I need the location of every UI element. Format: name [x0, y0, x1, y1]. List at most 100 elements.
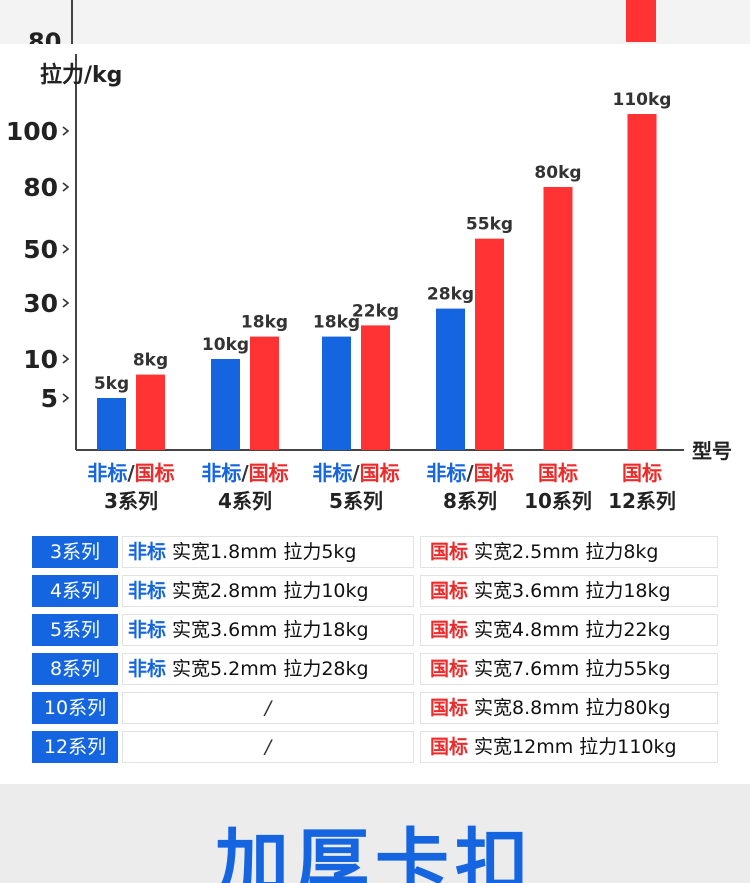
category-series-10系列: 10系列 — [524, 489, 592, 513]
spec-series-cell: 10系列 — [32, 692, 118, 724]
standard-spec-text: 实宽2.5mm 拉力8kg — [468, 541, 659, 563]
category-group-part-2: 国标 — [360, 461, 400, 485]
spec-series-cell: 4系列 — [32, 575, 118, 607]
bar-label-国标-10系列: 80kg — [534, 163, 581, 183]
spec-row: 10系列 / 国标 实宽8.8mm 拉力80kg — [32, 692, 720, 724]
category-group-8系列: 非标/国标 — [426, 461, 513, 485]
nonstandard-spec-text: 实宽5.2mm 拉力28kg — [166, 658, 369, 680]
category-group-part-1: / — [241, 461, 249, 485]
pull-force-chart: 拉力/kg型号5103050801005kg8kg非标/国标3系列10kg18k… — [6, 54, 732, 513]
spec-row: 12系列 / 国标 实宽12mm 拉力110kg — [32, 731, 720, 763]
spec-nonstandard-cell: 非标 实宽3.6mm 拉力18kg — [122, 614, 414, 646]
top-strip-cropped: 80 — [0, 0, 750, 48]
bar-国标-3系列 — [136, 374, 165, 450]
bar-非标-8系列 — [436, 308, 465, 450]
spec-nonstandard-cell: / — [122, 692, 414, 724]
bar-非标-5系列 — [322, 336, 351, 450]
category-group-part-1: / — [352, 461, 360, 485]
category-group-3系列: 非标/国标 — [87, 461, 174, 485]
footer-title: 加厚卡扣 — [215, 821, 535, 883]
spec-nonstandard-cell: 非标 实宽5.2mm 拉力28kg — [122, 653, 414, 685]
empty-slash: / — [264, 736, 272, 758]
category-group-part-2: 国标 — [622, 461, 662, 485]
y-tick-label-50: 50 — [23, 235, 58, 264]
spec-row: 4系列 非标 实宽2.8mm 拉力10kg 国标 实宽3.6mm 拉力18kg — [32, 575, 720, 607]
category-group-part-1: / — [466, 461, 474, 485]
standard-spec-text: 实宽4.8mm 拉力22kg — [468, 619, 671, 641]
standard-tag: 国标 — [430, 619, 469, 641]
bar-label-非标-3系列: 5kg — [94, 374, 129, 394]
spec-standard-cell: 国标 实宽4.8mm 拉力22kg — [420, 614, 718, 646]
bar-label-非标-8系列: 28kg — [427, 285, 474, 305]
category-series-3系列: 3系列 — [104, 489, 158, 513]
bar-非标-3系列 — [97, 398, 126, 450]
footer-banner: 加厚卡扣 — [0, 784, 750, 883]
category-group-5系列: 非标/国标 — [312, 461, 399, 485]
category-group-part-0: 非标 — [87, 461, 127, 485]
y-tick-arrow-5 — [62, 393, 70, 403]
bar-label-国标-12系列: 110kg — [613, 90, 672, 110]
nonstandard-tag: 非标 — [128, 658, 167, 680]
spec-standard-cell: 国标 实宽3.6mm 拉力18kg — [420, 575, 718, 607]
y-tick-arrow-30 — [62, 298, 70, 308]
x-axis-label: 型号 — [692, 439, 732, 463]
category-group-part-2: 国标 — [538, 461, 578, 485]
empty-slash: / — [264, 697, 272, 719]
y-tick-arrow-100 — [62, 126, 70, 136]
nonstandard-spec-text: 实宽1.8mm 拉力5kg — [166, 541, 357, 563]
spec-series-cell: 12系列 — [32, 731, 118, 763]
spec-standard-cell: 国标 实宽7.6mm 拉力55kg — [420, 653, 718, 685]
standard-tag: 国标 — [430, 541, 469, 563]
bar-label-国标-3系列: 8kg — [133, 351, 168, 371]
y-tick-arrow-10 — [62, 354, 70, 364]
spec-row: 8系列 非标 实宽5.2mm 拉力28kg 国标 实宽7.6mm 拉力55kg — [32, 653, 720, 685]
top-strip-svg: 80 — [28, 0, 656, 48]
bar-label-非标-5系列: 18kg — [313, 313, 360, 333]
category-group-12系列: 国标 — [622, 461, 662, 485]
bar-国标-5系列 — [361, 325, 390, 450]
bar-label-国标-8系列: 55kg — [466, 215, 513, 235]
standard-spec-text: 实宽12mm 拉力110kg — [468, 736, 677, 758]
standard-tag: 国标 — [430, 580, 469, 602]
y-tick-arrow-80 — [62, 182, 70, 192]
top-strip-tick-label: 80 — [28, 28, 61, 48]
standard-tag: 国标 — [430, 736, 469, 758]
category-series-12系列: 12系列 — [608, 489, 676, 513]
bar-label-国标-5系列: 22kg — [352, 301, 399, 321]
spec-row: 3系列 非标 实宽1.8mm 拉力5kg 国标 实宽2.5mm 拉力8kg — [32, 536, 720, 568]
bar-国标-10系列 — [543, 187, 573, 450]
bar-label-国标-4系列: 18kg — [241, 313, 288, 333]
spec-standard-cell: 国标 实宽8.8mm 拉力80kg — [420, 692, 718, 724]
spec-nonstandard-cell: 非标 实宽1.8mm 拉力5kg — [122, 536, 414, 568]
spec-row: 5系列 非标 实宽3.6mm 拉力18kg 国标 实宽4.8mm 拉力22kg — [32, 614, 720, 646]
bar-label-非标-4系列: 10kg — [202, 335, 249, 355]
category-group-part-0: 非标 — [426, 461, 466, 485]
y-tick-label-10: 10 — [23, 345, 58, 374]
spec-nonstandard-cell: 非标 实宽2.8mm 拉力10kg — [122, 575, 414, 607]
category-group-part-0: 非标 — [201, 461, 241, 485]
category-series-8系列: 8系列 — [443, 489, 497, 513]
standard-spec-text: 实宽3.6mm 拉力18kg — [468, 580, 671, 602]
spec-nonstandard-cell: / — [122, 731, 414, 763]
category-series-5系列: 5系列 — [329, 489, 383, 513]
category-group-4系列: 非标/国标 — [201, 461, 288, 485]
standard-tag: 国标 — [430, 658, 469, 680]
nonstandard-tag: 非标 — [128, 580, 167, 602]
standard-spec-text: 实宽8.8mm 拉力80kg — [468, 697, 671, 719]
nonstandard-tag: 非标 — [128, 541, 167, 563]
y-tick-label-5: 5 — [41, 384, 58, 413]
category-series-4系列: 4系列 — [218, 489, 272, 513]
bar-非标-4系列 — [211, 359, 240, 450]
y-tick-label-30: 30 — [23, 289, 58, 318]
bar-国标-12系列 — [627, 114, 657, 450]
y-tick-label-100: 100 — [6, 117, 58, 146]
bar-国标-8系列 — [475, 238, 504, 450]
y-tick-arrow-50 — [62, 244, 70, 254]
category-group-10系列: 国标 — [538, 461, 578, 485]
nonstandard-spec-text: 实宽3.6mm 拉力18kg — [166, 619, 369, 641]
y-tick-label-80: 80 — [23, 173, 58, 202]
category-group-part-2: 国标 — [474, 461, 514, 485]
spec-series-cell: 5系列 — [32, 614, 118, 646]
top-strip-bar — [626, 0, 656, 42]
spec-series-cell: 3系列 — [32, 536, 118, 568]
